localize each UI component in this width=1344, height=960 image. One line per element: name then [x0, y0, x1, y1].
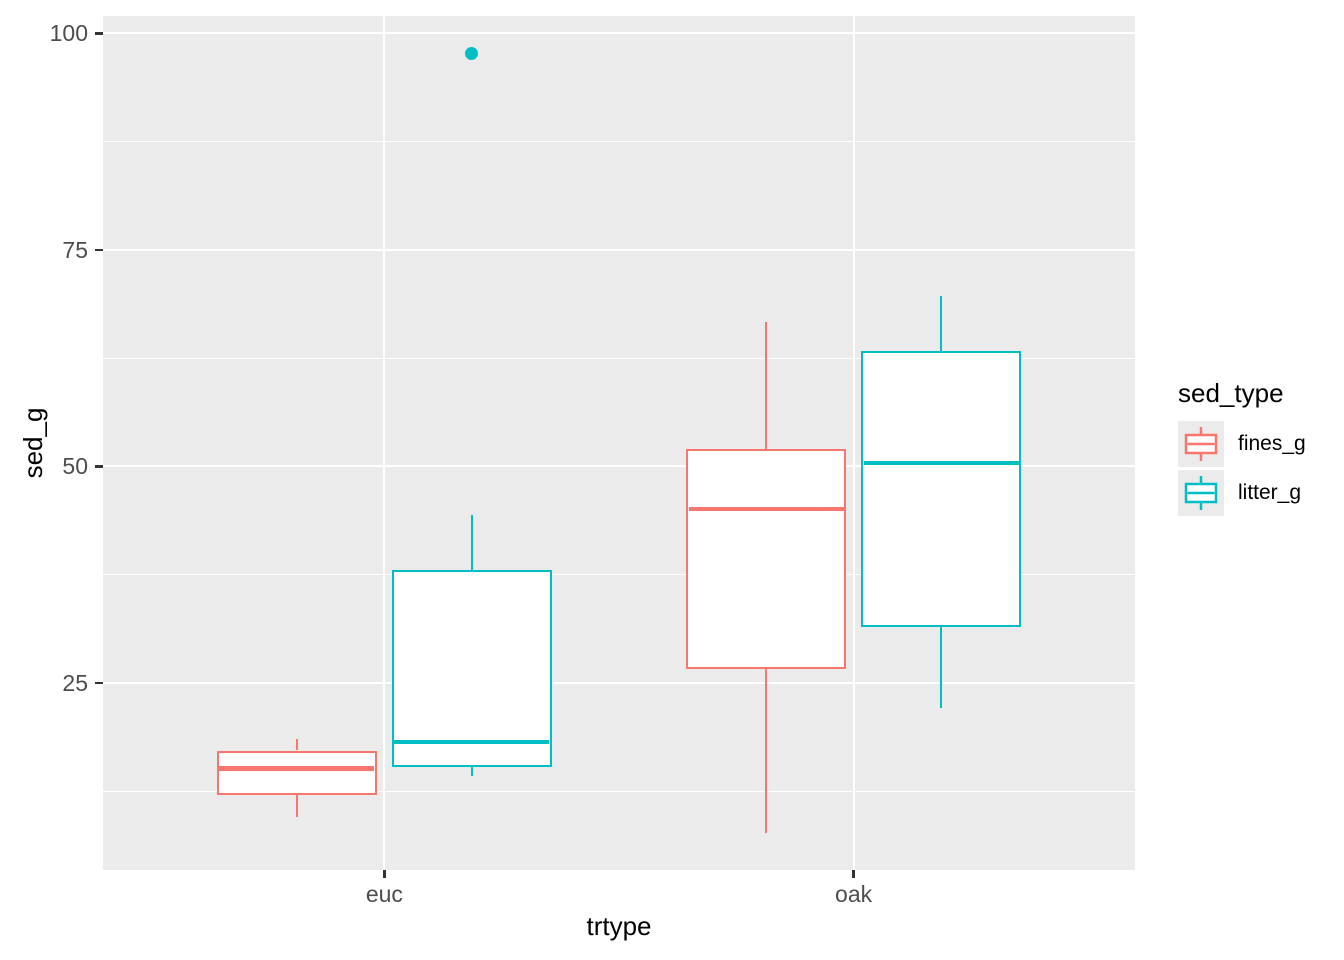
y-tick-label-75: 75 [62, 236, 88, 263]
whisker-upper-oak-fines_g [764, 321, 768, 449]
gridline-minor-y [103, 790, 1135, 792]
y-tick-label-50: 50 [62, 453, 88, 480]
legend: sed_type fines_g litt [1178, 378, 1338, 519]
median-oak-litter_g [863, 460, 1019, 466]
whisker-upper-euc-fines_g [295, 739, 299, 751]
legend-label-litter: litter_g [1238, 481, 1302, 504]
gridline-major-x-oak [852, 16, 855, 870]
legend-title: sed_type [1178, 378, 1284, 408]
boxplot-glyph-litter-icon [1184, 476, 1218, 510]
median-euc-fines_g [219, 766, 375, 771]
y-tick-label-25: 25 [62, 669, 88, 696]
x-tick-label-oak: oak [835, 881, 873, 907]
gridline-major-x-euc [383, 16, 386, 870]
whisker-lower-oak-fines_g [764, 669, 768, 833]
y-tick-mark [95, 465, 103, 468]
boxplot-glyph-fines-icon [1184, 427, 1218, 461]
median-euc-litter_g [394, 739, 550, 745]
y-tick-mark [95, 248, 103, 252]
whisker-upper-oak-litter_g [939, 295, 943, 352]
gridline-major-y [103, 681, 1135, 684]
gridline-minor-y [103, 574, 1135, 576]
box-oak-fines_g [686, 449, 847, 670]
gridline-minor-y [103, 141, 1135, 143]
legend-key-fines [1178, 421, 1224, 467]
plot-panel [103, 16, 1135, 870]
y-tick-mark [95, 32, 103, 35]
legend-item-fines: fines_g [1178, 421, 1338, 467]
outlier-point-euc-litter_g [465, 46, 479, 60]
whisker-lower-euc-litter_g [470, 766, 474, 776]
legend-key-litter [1178, 470, 1224, 516]
box-euc-litter_g [391, 570, 552, 767]
legend-item-litter: litter_g [1178, 470, 1338, 516]
legend-label-fines: fines_g [1238, 432, 1306, 455]
whisker-lower-euc-fines_g [295, 794, 299, 818]
gridline-major-y [103, 32, 1135, 35]
gridline-major-y [103, 465, 1135, 468]
box-oak-litter_g [861, 351, 1022, 627]
gridline-minor-y [103, 357, 1135, 359]
median-oak-fines_g [688, 506, 844, 512]
x-tick-mark [852, 870, 855, 878]
y-tick-label-100: 100 [49, 20, 88, 47]
whisker-upper-euc-litter_g [470, 514, 474, 571]
y-tick-mark [95, 681, 103, 685]
x-axis-title: trtype [586, 911, 652, 941]
whisker-lower-oak-litter_g [939, 626, 943, 708]
x-tick-mark [383, 870, 386, 878]
x-tick-label-euc: euc [365, 881, 403, 907]
gridline-major-y [103, 248, 1135, 251]
box-euc-fines_g [216, 750, 377, 795]
